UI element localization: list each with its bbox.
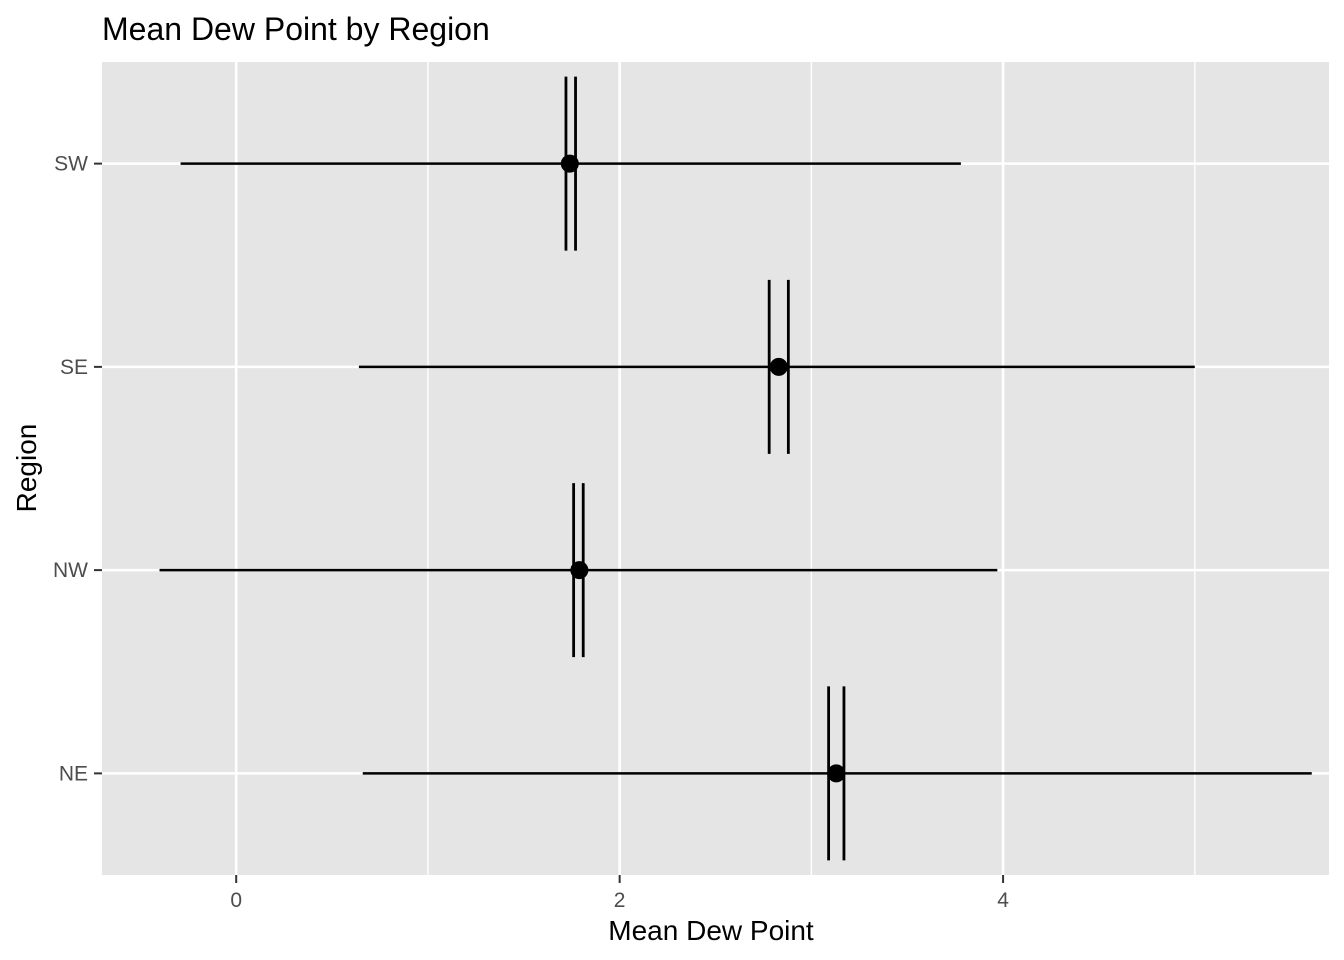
y-tick-label: NW xyxy=(53,559,88,582)
x-tick-label: 4 xyxy=(997,889,1009,912)
mean-point-sw xyxy=(560,154,579,173)
y-tick-label: SE xyxy=(60,356,88,379)
plot-panel xyxy=(102,62,1329,875)
y-axis-title: Region xyxy=(11,424,42,513)
axis-layer: 0 2 4 NE NW SE SW xyxy=(53,153,1009,912)
mean-point-ne xyxy=(827,764,846,783)
mean-point-nw xyxy=(570,561,589,580)
x-axis-title: Mean Dew Point xyxy=(608,915,814,946)
x-tick-label: 0 xyxy=(230,889,242,912)
chart-title: Mean Dew Point by Region xyxy=(102,11,490,47)
marks-layer xyxy=(159,76,1312,861)
x-tick-label: 2 xyxy=(614,889,626,912)
y-tick-label: NE xyxy=(59,762,88,785)
y-tick-label: SW xyxy=(54,153,88,176)
mean-point-se xyxy=(769,357,788,376)
